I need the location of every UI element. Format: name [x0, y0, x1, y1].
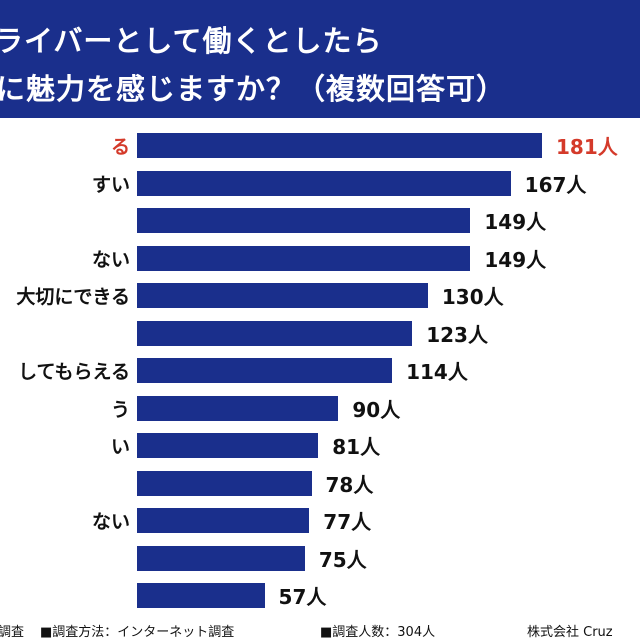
bar-row: い 81人	[0, 428, 640, 466]
value-label: 78人	[325, 472, 374, 497]
bar	[137, 508, 310, 533]
bar-row: 78人	[0, 466, 640, 504]
bar-row: 大切にできる 130人	[0, 278, 640, 316]
title-line-1: ライバーとして働くとしたら	[0, 24, 383, 58]
value-label: 181人	[556, 135, 618, 159]
footer-survey-count: ■調査人数：304人	[320, 625, 436, 640]
footer: 調査 ■調査方法：インターネット調査 ■調査人数：304人 株式会社 Cruz	[0, 618, 640, 640]
bar	[137, 545, 305, 571]
bar	[137, 583, 265, 608]
header-banner: ライバーとして働くとしたら に魅力を感じますか？（複数回答可）	[0, 0, 640, 118]
bar	[137, 208, 471, 233]
category-label: 大切にできる	[16, 286, 130, 308]
category-label: ない	[91, 248, 130, 271]
value-label: 123人	[426, 322, 488, 347]
value-label: 149人	[484, 210, 547, 234]
bar	[137, 283, 428, 308]
bar	[137, 395, 339, 421]
bar-row: 57人	[0, 578, 640, 616]
bar	[137, 320, 413, 346]
bar	[137, 358, 393, 383]
value-label: 75人	[318, 547, 367, 572]
bar-row: してもらえる 114人	[0, 353, 640, 391]
bar	[137, 170, 511, 196]
value-label: 149人	[484, 247, 547, 272]
bar	[137, 245, 471, 271]
value-label: 167人	[524, 172, 587, 197]
value-label: 81人	[332, 435, 381, 459]
bar-row: 123人	[0, 316, 640, 354]
category-label: う	[110, 398, 130, 421]
title-line-2: に魅力を感じますか？（複数回答可）	[0, 72, 507, 106]
bar	[137, 433, 319, 458]
category-label: してもらえる	[18, 361, 130, 383]
bar-row: 149人	[0, 203, 640, 241]
bar	[137, 133, 542, 158]
bar-row: すい 167人	[0, 166, 640, 204]
bar-row: う 90人	[0, 391, 640, 429]
footer-company: 株式会社 Cruz	[527, 625, 613, 640]
bar-row: ない 149人	[0, 241, 640, 279]
bar-chart: る 181人 すい 167人 149人 ない 149人 大切にできる 130人 123人 してもらえ…	[0, 128, 640, 614]
category-label: い	[110, 436, 130, 458]
value-label: 57人	[278, 585, 327, 609]
bar-row: 75人	[0, 541, 640, 579]
bar-row: る 181人	[0, 128, 640, 166]
value-label: 90人	[352, 397, 401, 422]
bar	[137, 470, 312, 496]
value-label: 77人	[323, 510, 372, 534]
value-label: 114人	[406, 360, 468, 384]
footer-survey-method: ■調査方法：インターネット調査	[40, 625, 235, 640]
footer-survey-item: 調査	[0, 625, 25, 640]
category-label: すい	[91, 173, 130, 196]
value-label: 130人	[441, 285, 504, 309]
category-label: ない	[91, 511, 130, 533]
bar-row: ない 77人	[0, 503, 640, 541]
category-label: る	[110, 136, 130, 158]
